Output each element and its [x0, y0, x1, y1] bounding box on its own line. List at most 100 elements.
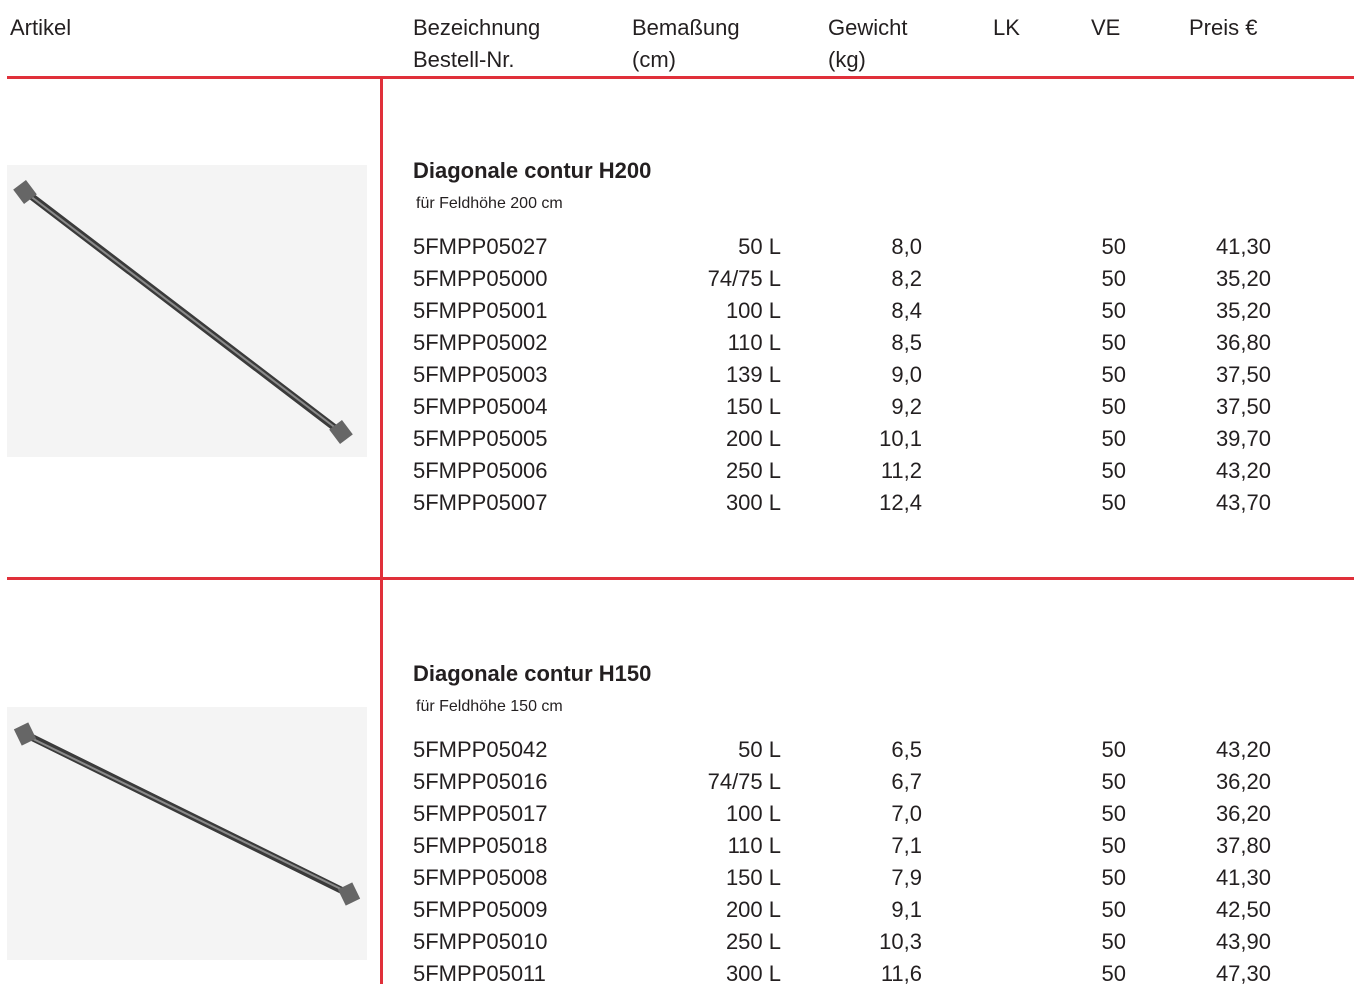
article-number: 5FMPP05005: [413, 426, 548, 451]
packing-unit: 50: [1101, 330, 1126, 355]
packing-unit: 50: [1101, 394, 1126, 419]
dimension: 50 L: [738, 737, 781, 762]
price: 36,20: [1215, 801, 1271, 826]
article-number: 5FMPP05017: [413, 801, 548, 826]
dimension: 74/75 L: [707, 266, 781, 291]
packing-unit: 50: [1101, 801, 1126, 826]
section-rule: [7, 577, 1354, 580]
product-image: [7, 707, 367, 960]
article-number: 5FMPP05011: [413, 961, 546, 986]
dimension: 200 L: [725, 897, 781, 922]
article-number: 5FMPP05002: [413, 330, 548, 355]
header-label: Artikel: [10, 15, 72, 40]
weight: 10,1: [879, 426, 922, 451]
section-title: Diagonale contur H200: [413, 158, 652, 183]
article-number: 5FMPP05042: [413, 737, 548, 762]
packing-unit: 50: [1101, 769, 1126, 794]
dimension: 50 L: [738, 234, 781, 259]
article-number: 5FMPP05007: [413, 490, 548, 515]
weight: 12,4: [879, 490, 922, 515]
price: 35,20: [1215, 298, 1271, 323]
packing-unit: 50: [1101, 737, 1126, 762]
packing-unit: 50: [1101, 298, 1126, 323]
article-number: 5FMPP05004: [413, 394, 548, 419]
price: 41,30: [1215, 865, 1271, 890]
dimension: 200 L: [725, 426, 781, 451]
section-title: Diagonale contur H150: [413, 661, 652, 686]
price: 43,20: [1215, 737, 1271, 762]
dimension: 300 L: [725, 490, 781, 515]
weight: 7,9: [891, 865, 922, 890]
article-number: 5FMPP05006: [413, 458, 548, 483]
weight: 9,0: [891, 362, 922, 387]
article-number: 5FMPP05009: [413, 897, 548, 922]
weight: 11,6: [880, 961, 922, 986]
packing-unit: 50: [1101, 865, 1126, 890]
dimension: 74/75 L: [707, 769, 781, 794]
packing-unit: 50: [1101, 490, 1126, 515]
dimension: 250 L: [725, 458, 781, 483]
header-label: Gewicht: [828, 15, 908, 40]
weight: 8,5: [891, 330, 922, 355]
dimension: 110 L: [727, 330, 781, 355]
weight: 8,2: [891, 266, 922, 291]
packing-unit: 50: [1101, 362, 1126, 387]
article-number: 5FMPP05003: [413, 362, 548, 387]
header-label: (cm): [632, 47, 676, 72]
price: 37,50: [1215, 394, 1271, 419]
weight: 8,0: [891, 234, 922, 259]
price: 43,90: [1215, 929, 1271, 954]
dimension: 110 L: [727, 833, 781, 858]
packing-unit: 50: [1101, 929, 1126, 954]
price: 42,50: [1215, 897, 1271, 922]
header-label: VE: [1091, 15, 1121, 40]
packing-unit: 50: [1101, 234, 1126, 259]
dimension: 300 L: [725, 961, 781, 986]
section-subtitle: für Feldhöhe 200 cm: [416, 195, 563, 212]
article-number: 5FMPP05001: [413, 298, 548, 323]
price: 43,70: [1215, 490, 1271, 515]
weight: 11,2: [880, 458, 922, 483]
header-label: (kg): [828, 47, 866, 72]
header-rule: [7, 76, 1354, 79]
price: 36,20: [1215, 769, 1271, 794]
dimension: 100 L: [725, 801, 781, 826]
article-number: 5FMPP05000: [413, 266, 548, 291]
header-label: Preis €: [1189, 15, 1258, 40]
header-label: Bemaßung: [632, 15, 740, 40]
article-number: 5FMPP05010: [413, 929, 548, 954]
price: 37,50: [1215, 362, 1271, 387]
packing-unit: 50: [1101, 266, 1126, 291]
weight: 10,3: [879, 929, 922, 954]
price: 43,20: [1215, 458, 1271, 483]
section-subtitle: für Feldhöhe 150 cm: [416, 698, 563, 715]
packing-unit: 50: [1101, 833, 1126, 858]
weight: 9,1: [891, 897, 922, 922]
weight: 7,0: [891, 801, 922, 826]
packing-unit: 50: [1101, 961, 1126, 986]
column-rule: [380, 79, 383, 984]
packing-unit: 50: [1101, 426, 1126, 451]
header-label: Bestell-Nr.: [413, 47, 515, 72]
weight: 6,7: [891, 769, 922, 794]
product-image: [7, 165, 367, 457]
price: 37,80: [1215, 833, 1271, 858]
article-number: 5FMPP05018: [413, 833, 548, 858]
article-number: 5FMPP05016: [413, 769, 548, 794]
dimension: 250 L: [725, 929, 781, 954]
dimension: 100 L: [725, 298, 781, 323]
article-number: 5FMPP05008: [413, 865, 548, 890]
dimension: 150 L: [725, 394, 781, 419]
price: 36,80: [1215, 330, 1271, 355]
weight: 6,5: [891, 737, 922, 762]
price: 39,70: [1215, 426, 1271, 451]
dimension: 139 L: [725, 362, 781, 387]
weight: 9,2: [891, 394, 922, 419]
weight: 8,4: [891, 298, 922, 323]
packing-unit: 50: [1101, 458, 1126, 483]
dimension: 150 L: [725, 865, 781, 890]
article-number: 5FMPP05027: [413, 234, 548, 259]
header-label: LK: [993, 15, 1020, 40]
header-label: Bezeichnung: [413, 15, 541, 40]
packing-unit: 50: [1101, 897, 1126, 922]
